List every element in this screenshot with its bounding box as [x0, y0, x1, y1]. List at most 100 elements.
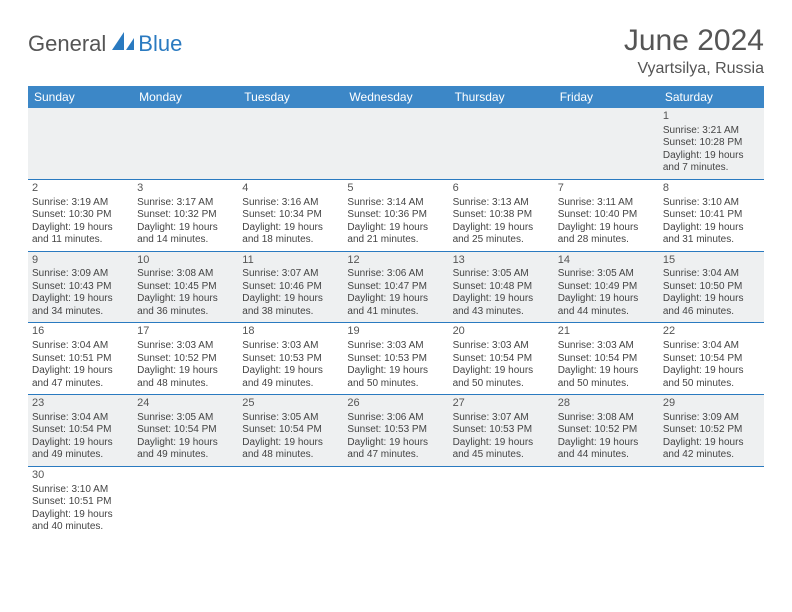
day-number: 1	[663, 110, 760, 124]
day-number: 29	[663, 397, 760, 411]
daylight-text: and 41 minutes.	[347, 306, 444, 319]
daylight-text: and 7 minutes.	[663, 162, 760, 175]
calendar-day-cell: 18Sunrise: 3:03 AMSunset: 10:53 PMDaylig…	[238, 323, 343, 395]
sunset-text: Sunset: 10:51 PM	[32, 496, 129, 509]
calendar-empty-cell	[659, 466, 764, 537]
daylight-text: and 48 minutes.	[242, 449, 339, 462]
daylight-text: and 47 minutes.	[347, 449, 444, 462]
daylight-text: and 49 minutes.	[242, 378, 339, 391]
daylight-text: Daylight: 19 hours	[663, 293, 760, 306]
calendar-empty-cell	[554, 108, 659, 179]
calendar-day-cell: 16Sunrise: 3:04 AMSunset: 10:51 PMDaylig…	[28, 323, 133, 395]
sunset-text: Sunset: 10:45 PM	[137, 281, 234, 294]
daylight-text: Daylight: 19 hours	[558, 293, 655, 306]
daylight-text: Daylight: 19 hours	[137, 437, 234, 450]
daylight-text: and 11 minutes.	[32, 234, 129, 247]
header-row: General Blue June 2024 Vyartsilya, Russi…	[28, 24, 764, 78]
sunrise-text: Sunrise: 3:03 AM	[453, 340, 550, 353]
sunrise-text: Sunrise: 3:16 AM	[242, 197, 339, 210]
weekday-header: Monday	[133, 86, 238, 108]
sunrise-text: Sunrise: 3:07 AM	[453, 412, 550, 425]
calendar-week-row: 1Sunrise: 3:21 AMSunset: 10:28 PMDayligh…	[28, 108, 764, 179]
sunset-text: Sunset: 10:49 PM	[558, 281, 655, 294]
sunset-text: Sunset: 10:52 PM	[137, 353, 234, 366]
daylight-text: Daylight: 19 hours	[663, 222, 760, 235]
calendar-day-cell: 23Sunrise: 3:04 AMSunset: 10:54 PMDaylig…	[28, 395, 133, 467]
sunset-text: Sunset: 10:54 PM	[558, 353, 655, 366]
daylight-text: and 38 minutes.	[242, 306, 339, 319]
calendar-empty-cell	[449, 108, 554, 179]
calendar-empty-cell	[238, 466, 343, 537]
daylight-text: and 42 minutes.	[663, 449, 760, 462]
calendar-table: SundayMondayTuesdayWednesdayThursdayFrid…	[28, 86, 764, 538]
location-label: Vyartsilya, Russia	[624, 60, 764, 78]
sunrise-text: Sunrise: 3:03 AM	[242, 340, 339, 353]
calendar-day-cell: 29Sunrise: 3:09 AMSunset: 10:52 PMDaylig…	[659, 395, 764, 467]
sunset-text: Sunset: 10:43 PM	[32, 281, 129, 294]
sunrise-text: Sunrise: 3:03 AM	[558, 340, 655, 353]
daylight-text: Daylight: 19 hours	[32, 293, 129, 306]
sunset-text: Sunset: 10:53 PM	[347, 353, 444, 366]
sunset-text: Sunset: 10:32 PM	[137, 209, 234, 222]
day-number: 14	[558, 254, 655, 268]
daylight-text: Daylight: 19 hours	[347, 437, 444, 450]
sunset-text: Sunset: 10:36 PM	[347, 209, 444, 222]
daylight-text: Daylight: 19 hours	[453, 365, 550, 378]
day-number: 5	[347, 182, 444, 196]
daylight-text: and 45 minutes.	[453, 449, 550, 462]
sunset-text: Sunset: 10:52 PM	[663, 424, 760, 437]
calendar-body: 1Sunrise: 3:21 AMSunset: 10:28 PMDayligh…	[28, 108, 764, 538]
sunrise-text: Sunrise: 3:08 AM	[558, 412, 655, 425]
day-number: 15	[663, 254, 760, 268]
weekday-header: Tuesday	[238, 86, 343, 108]
sunrise-text: Sunrise: 3:13 AM	[453, 197, 550, 210]
logo-text-blue: Blue	[138, 31, 182, 57]
daylight-text: and 50 minutes.	[453, 378, 550, 391]
daylight-text: Daylight: 19 hours	[32, 509, 129, 522]
calendar-empty-cell	[554, 466, 659, 537]
daylight-text: Daylight: 19 hours	[347, 293, 444, 306]
calendar-day-cell: 7Sunrise: 3:11 AMSunset: 10:40 PMDayligh…	[554, 179, 659, 251]
calendar-day-cell: 8Sunrise: 3:10 AMSunset: 10:41 PMDayligh…	[659, 179, 764, 251]
sunrise-text: Sunrise: 3:03 AM	[137, 340, 234, 353]
daylight-text: and 44 minutes.	[558, 306, 655, 319]
daylight-text: Daylight: 19 hours	[137, 365, 234, 378]
weekday-header: Wednesday	[343, 86, 448, 108]
calendar-week-row: 16Sunrise: 3:04 AMSunset: 10:51 PMDaylig…	[28, 323, 764, 395]
day-number: 17	[137, 325, 234, 339]
sunrise-text: Sunrise: 3:21 AM	[663, 125, 760, 138]
sunset-text: Sunset: 10:48 PM	[453, 281, 550, 294]
sunrise-text: Sunrise: 3:03 AM	[347, 340, 444, 353]
daylight-text: Daylight: 19 hours	[453, 437, 550, 450]
sunset-text: Sunset: 10:47 PM	[347, 281, 444, 294]
sunrise-text: Sunrise: 3:17 AM	[137, 197, 234, 210]
daylight-text: Daylight: 19 hours	[32, 222, 129, 235]
day-number: 23	[32, 397, 129, 411]
day-number: 21	[558, 325, 655, 339]
month-title: June 2024	[624, 24, 764, 58]
calendar-day-cell: 9Sunrise: 3:09 AMSunset: 10:43 PMDayligh…	[28, 251, 133, 323]
day-number: 3	[137, 182, 234, 196]
calendar-day-cell: 24Sunrise: 3:05 AMSunset: 10:54 PMDaylig…	[133, 395, 238, 467]
daylight-text: Daylight: 19 hours	[32, 365, 129, 378]
daylight-text: and 36 minutes.	[137, 306, 234, 319]
day-number: 9	[32, 254, 129, 268]
daylight-text: Daylight: 19 hours	[663, 150, 760, 163]
day-number: 13	[453, 254, 550, 268]
daylight-text: Daylight: 19 hours	[242, 222, 339, 235]
page-container: General Blue June 2024 Vyartsilya, Russi…	[0, 0, 792, 538]
calendar-day-cell: 14Sunrise: 3:05 AMSunset: 10:49 PMDaylig…	[554, 251, 659, 323]
daylight-text: Daylight: 19 hours	[663, 437, 760, 450]
sunrise-text: Sunrise: 3:04 AM	[663, 340, 760, 353]
daylight-text: Daylight: 19 hours	[558, 222, 655, 235]
sunrise-text: Sunrise: 3:07 AM	[242, 268, 339, 281]
sunset-text: Sunset: 10:52 PM	[558, 424, 655, 437]
sunset-text: Sunset: 10:46 PM	[242, 281, 339, 294]
sunset-text: Sunset: 10:54 PM	[137, 424, 234, 437]
day-number: 22	[663, 325, 760, 339]
daylight-text: and 31 minutes.	[663, 234, 760, 247]
calendar-day-cell: 6Sunrise: 3:13 AMSunset: 10:38 PMDayligh…	[449, 179, 554, 251]
sunrise-text: Sunrise: 3:08 AM	[137, 268, 234, 281]
sunset-text: Sunset: 10:54 PM	[32, 424, 129, 437]
calendar-empty-cell	[343, 466, 448, 537]
